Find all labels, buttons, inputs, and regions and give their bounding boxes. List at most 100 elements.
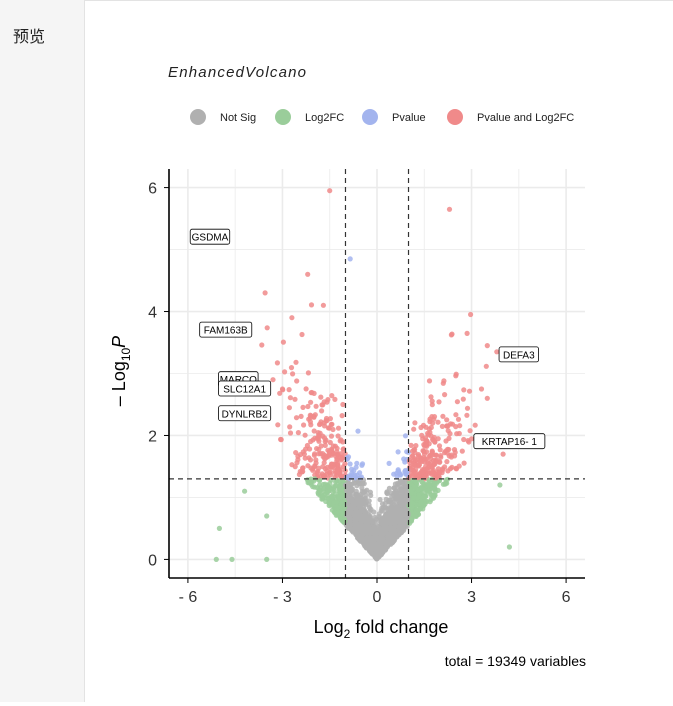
sidebar-label-preview: 预览 <box>13 27 46 46</box>
data-point <box>287 430 294 436</box>
data-point <box>259 342 265 348</box>
data-point <box>461 436 467 443</box>
data-point <box>316 451 322 457</box>
data-point <box>436 443 443 449</box>
data-point <box>408 442 414 448</box>
data-point <box>290 371 296 377</box>
data-point <box>420 436 426 442</box>
data-point <box>332 396 338 402</box>
data-point <box>305 463 311 469</box>
legend-item: Not Sig <box>190 109 256 125</box>
data-point <box>397 478 403 485</box>
data-point <box>373 522 379 528</box>
data-point <box>337 515 344 521</box>
data-point <box>312 412 318 418</box>
data-point <box>313 403 319 409</box>
data-point <box>478 386 485 392</box>
data-point <box>293 450 299 456</box>
data-point <box>287 395 293 401</box>
data-point <box>438 453 444 459</box>
gene-label-box <box>218 380 272 397</box>
data-point <box>376 550 382 556</box>
data-point <box>333 499 339 505</box>
gene-label-box <box>473 433 546 450</box>
data-point <box>302 432 308 438</box>
data-point <box>426 426 432 432</box>
gene-label-text: KRTAP16- 1 <box>482 437 538 448</box>
data-point <box>357 514 363 520</box>
data-point <box>421 455 427 461</box>
data-point <box>321 460 327 466</box>
data-point <box>446 206 453 212</box>
gene-label-box <box>218 405 272 422</box>
data-point <box>363 492 369 498</box>
data-point <box>426 432 432 438</box>
y-tick-label: 2 <box>148 428 157 445</box>
data-point <box>373 541 379 547</box>
data-point <box>353 521 359 527</box>
data-point <box>274 360 280 366</box>
data-point <box>345 495 351 502</box>
data-point <box>409 490 415 496</box>
data-point <box>387 508 393 514</box>
data-point <box>301 451 307 457</box>
data-point <box>327 188 333 194</box>
data-point <box>461 387 467 393</box>
legend: Not Sig Log2FC Pvalue Pvalue and Log2FC <box>190 109 574 125</box>
data-point <box>311 428 317 434</box>
data-point <box>320 302 326 308</box>
data-point <box>329 493 335 499</box>
data-point <box>321 423 328 429</box>
data-point <box>336 509 342 515</box>
data-point <box>418 506 424 512</box>
data-point <box>287 424 293 430</box>
y-axis-title-sub: 10 <box>119 347 133 361</box>
data-point <box>289 462 295 468</box>
data-point <box>392 481 398 487</box>
data-point <box>286 387 292 393</box>
data-point <box>460 396 466 402</box>
data-point <box>443 448 449 454</box>
gene-labels: GSDMAFAM163BMARCOSLC12A1DYNLRB2DEFA3KRTA… <box>189 228 546 450</box>
data-point <box>432 458 439 464</box>
data-point <box>297 452 303 458</box>
data-point <box>365 523 372 530</box>
data-point <box>302 455 308 461</box>
data-point <box>324 399 330 405</box>
data-point <box>359 500 365 506</box>
data-point <box>308 413 314 419</box>
data-point <box>454 399 460 405</box>
data-point <box>455 416 462 422</box>
data-point <box>325 483 331 490</box>
data-point <box>411 426 417 432</box>
data-point <box>398 507 405 513</box>
data-point <box>304 442 310 449</box>
data-point <box>328 433 335 439</box>
data-point <box>453 412 459 418</box>
data-point <box>383 525 389 531</box>
data-point <box>294 460 300 466</box>
data-point <box>484 343 490 349</box>
data-point <box>500 451 506 457</box>
data-point <box>431 486 437 492</box>
data-point <box>419 479 425 485</box>
data-point <box>392 509 398 515</box>
data-point <box>264 556 270 563</box>
data-point <box>456 430 462 437</box>
data-point <box>293 415 300 421</box>
y-tick-label: 4 <box>148 305 157 322</box>
top-divider <box>84 0 673 1</box>
data-point <box>329 507 335 513</box>
data-point <box>402 501 408 507</box>
data-point <box>408 467 414 473</box>
data-point <box>410 448 416 454</box>
data-point <box>282 369 288 375</box>
data-point <box>342 504 348 511</box>
legend-swatch <box>190 109 206 125</box>
data-point <box>309 389 315 396</box>
data-point <box>324 495 330 501</box>
data-point <box>366 541 372 547</box>
data-point <box>428 394 434 400</box>
chart-caption: total = 19349 variables <box>445 653 586 669</box>
data-point <box>409 454 415 460</box>
